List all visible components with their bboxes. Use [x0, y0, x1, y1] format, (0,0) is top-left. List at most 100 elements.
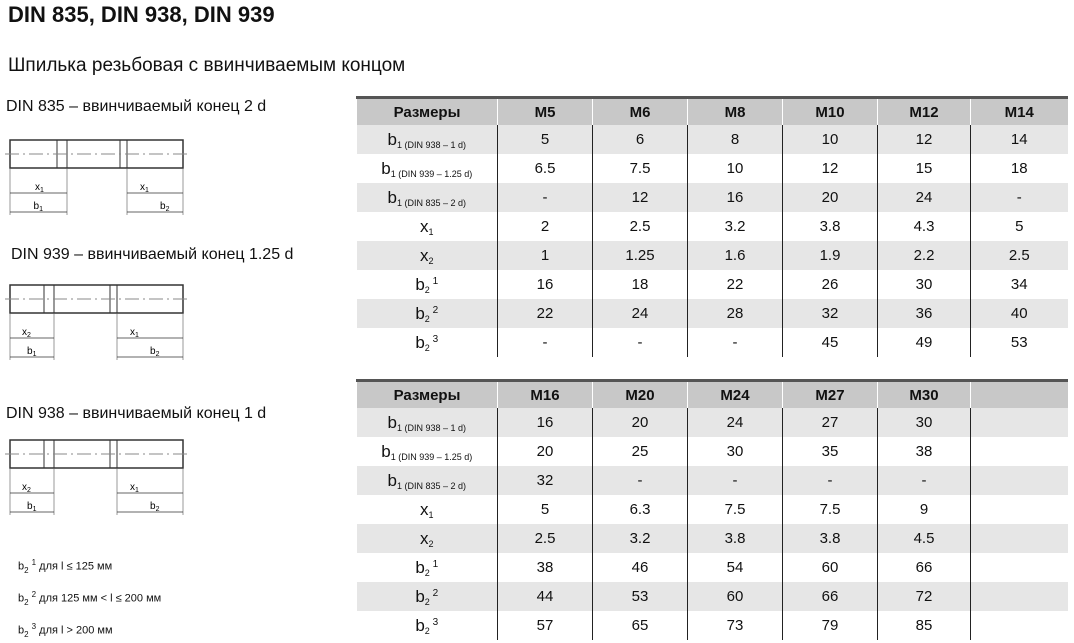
figure-caption-din835: DIN 835 – ввинчиваемый конец 2 d — [6, 98, 267, 115]
table-cell: 85 — [877, 611, 971, 640]
table-cell: 22 — [687, 270, 783, 299]
table-cell: - — [592, 466, 688, 495]
table-row: x1 5 6.3 7.5 7.5 9 — [357, 495, 1068, 524]
column-header: M14 — [970, 96, 1068, 125]
table-cell: 66 — [877, 553, 971, 582]
table-cell: 6.3 — [592, 495, 688, 524]
dim-label: x1 — [130, 482, 139, 494]
table-row: b2 3 57 65 73 79 85 — [357, 611, 1068, 640]
column-header: M5 — [497, 96, 593, 125]
figure-caption-din939: DIN 939 – ввинчиваемый конец 1.25 d — [11, 246, 294, 263]
table-cell: 20 — [497, 437, 593, 466]
row-label: x1 — [419, 216, 434, 237]
table-cell: 24 — [687, 408, 783, 437]
row-label: b2 1 — [415, 274, 439, 295]
table-cell: 27 — [782, 408, 878, 437]
table-row: b1 (DIN 938 – 1 d) 5 6 8 10 12 14 — [356, 125, 1068, 154]
table-cell: - — [687, 328, 783, 357]
dim-label: x2 — [22, 482, 31, 494]
column-header: M6 — [592, 96, 688, 125]
table-cell — [970, 437, 1068, 466]
table-cell: 20 — [782, 183, 878, 212]
table-cell: 2.5 — [497, 524, 593, 553]
row-label: x1 — [419, 499, 434, 520]
column-header: M16 — [497, 379, 593, 408]
page-title: DIN 835, DIN 938, DIN 939 — [8, 2, 275, 27]
table-cell: 32 — [782, 299, 878, 328]
column-header: M8 — [687, 96, 783, 125]
table-cell: 54 — [687, 553, 783, 582]
table-cell — [970, 466, 1068, 495]
row-label: b2 1 — [415, 557, 439, 578]
table-cell: 72 — [877, 582, 971, 611]
row-label: x2 — [356, 241, 498, 270]
table-cell: 7.5 — [687, 495, 783, 524]
table-cell: 28 — [687, 299, 783, 328]
table-cell: 5 — [497, 495, 593, 524]
table-cell — [970, 408, 1068, 437]
table-cell: - — [782, 466, 878, 495]
table-cell: 53 — [970, 328, 1068, 357]
subtitle: Шпилька резьбовая с ввинчиваемым концом — [8, 55, 406, 76]
footnote: b2 2 для 125 мм < l ≤ 200 мм — [18, 590, 162, 607]
size-table-1: Размеры M5 M6 M8 M10 M12 M14 b1 (DIN 938 – 1 d)… — [356, 96, 1068, 357]
table-cell: 10 — [782, 125, 878, 154]
footnote: b2 3 для l > 200 мм — [18, 622, 113, 639]
column-header: M24 — [687, 379, 783, 408]
table-cell: 6.5 — [497, 154, 593, 183]
size-table-2: Размеры M16 M20 M24 M27 M30 b1 (DIN 938 – 1 d)… — [356, 379, 1068, 640]
table-cell: 30 — [687, 437, 783, 466]
table-cell: 25 — [592, 437, 688, 466]
table-cell: - — [497, 183, 593, 212]
row-label: x2 — [356, 524, 498, 553]
table-cell: - — [687, 466, 783, 495]
table-cell: 12 — [782, 154, 878, 183]
table-cell: 1.6 — [687, 241, 783, 270]
table-row: b1 (DIN 939 – 1.25 d) 6.5 7.5 10 12 15 18 — [357, 154, 1068, 183]
table-row: b1 (DIN 835 – 2 d) 32- - - - — [356, 466, 1068, 495]
table-cell: - — [970, 183, 1068, 212]
column-header: M12 — [877, 96, 971, 125]
table-cell: 49 — [877, 328, 971, 357]
table-cell: 30 — [877, 270, 971, 299]
table-cell — [970, 524, 1068, 553]
table-row: b2 1 38 46 54 60 66 — [357, 553, 1068, 582]
table-cell: 26 — [782, 270, 878, 299]
table-cell: 16 — [687, 183, 783, 212]
row-label: b2 2 — [356, 582, 498, 611]
table-cell: 38 — [497, 553, 593, 582]
row-label: b1 (DIN 939 – 1.25 d) — [381, 158, 473, 179]
table-cell: 57 — [497, 611, 593, 640]
dim-label: b2 — [150, 501, 160, 513]
table-cell: 60 — [782, 553, 878, 582]
table-cell: 44 — [497, 582, 593, 611]
table-cell: 65 — [592, 611, 688, 640]
stud-drawing: x2 x1 b1 b2 — [5, 284, 190, 360]
column-header: Размеры — [356, 379, 498, 408]
table-cell: 60 — [687, 582, 783, 611]
table-cell: 3.8 — [782, 524, 878, 553]
footnote: b2 1 для l ≤ 125 мм — [18, 558, 113, 575]
table-cell: 18 — [592, 270, 688, 299]
table-row: x2 1 1.25 1.6 1.9 2.2 2.5 — [356, 241, 1068, 270]
column-header: Размеры — [356, 96, 498, 125]
stud-drawing: x1 x1 b1 b2 — [5, 139, 190, 215]
table-cell: 10 — [687, 154, 783, 183]
table-cell: 30 — [877, 408, 971, 437]
table-cell: 12 — [877, 125, 971, 154]
table-cell: 35 — [782, 437, 878, 466]
dim-label: x2 — [22, 327, 31, 339]
table-cell — [970, 582, 1068, 611]
table-cell: 3.2 — [592, 524, 688, 553]
table-cell: - — [877, 466, 971, 495]
column-header: M20 — [592, 379, 688, 408]
table-cell: 34 — [970, 270, 1068, 299]
table-row: x1 2 2.5 3.2 3.8 4.3 5 — [357, 212, 1068, 241]
table-cell: 79 — [782, 611, 878, 640]
row-label: b2 2 — [356, 299, 498, 328]
dim-label: b2 — [160, 201, 170, 213]
table-cell: 7.5 — [782, 495, 878, 524]
table-cell: 24 — [877, 183, 971, 212]
table-row: b1 (DIN 938 – 1 d) 16 20 24 27 30 — [356, 408, 1068, 437]
table-cell: 40 — [970, 299, 1068, 328]
